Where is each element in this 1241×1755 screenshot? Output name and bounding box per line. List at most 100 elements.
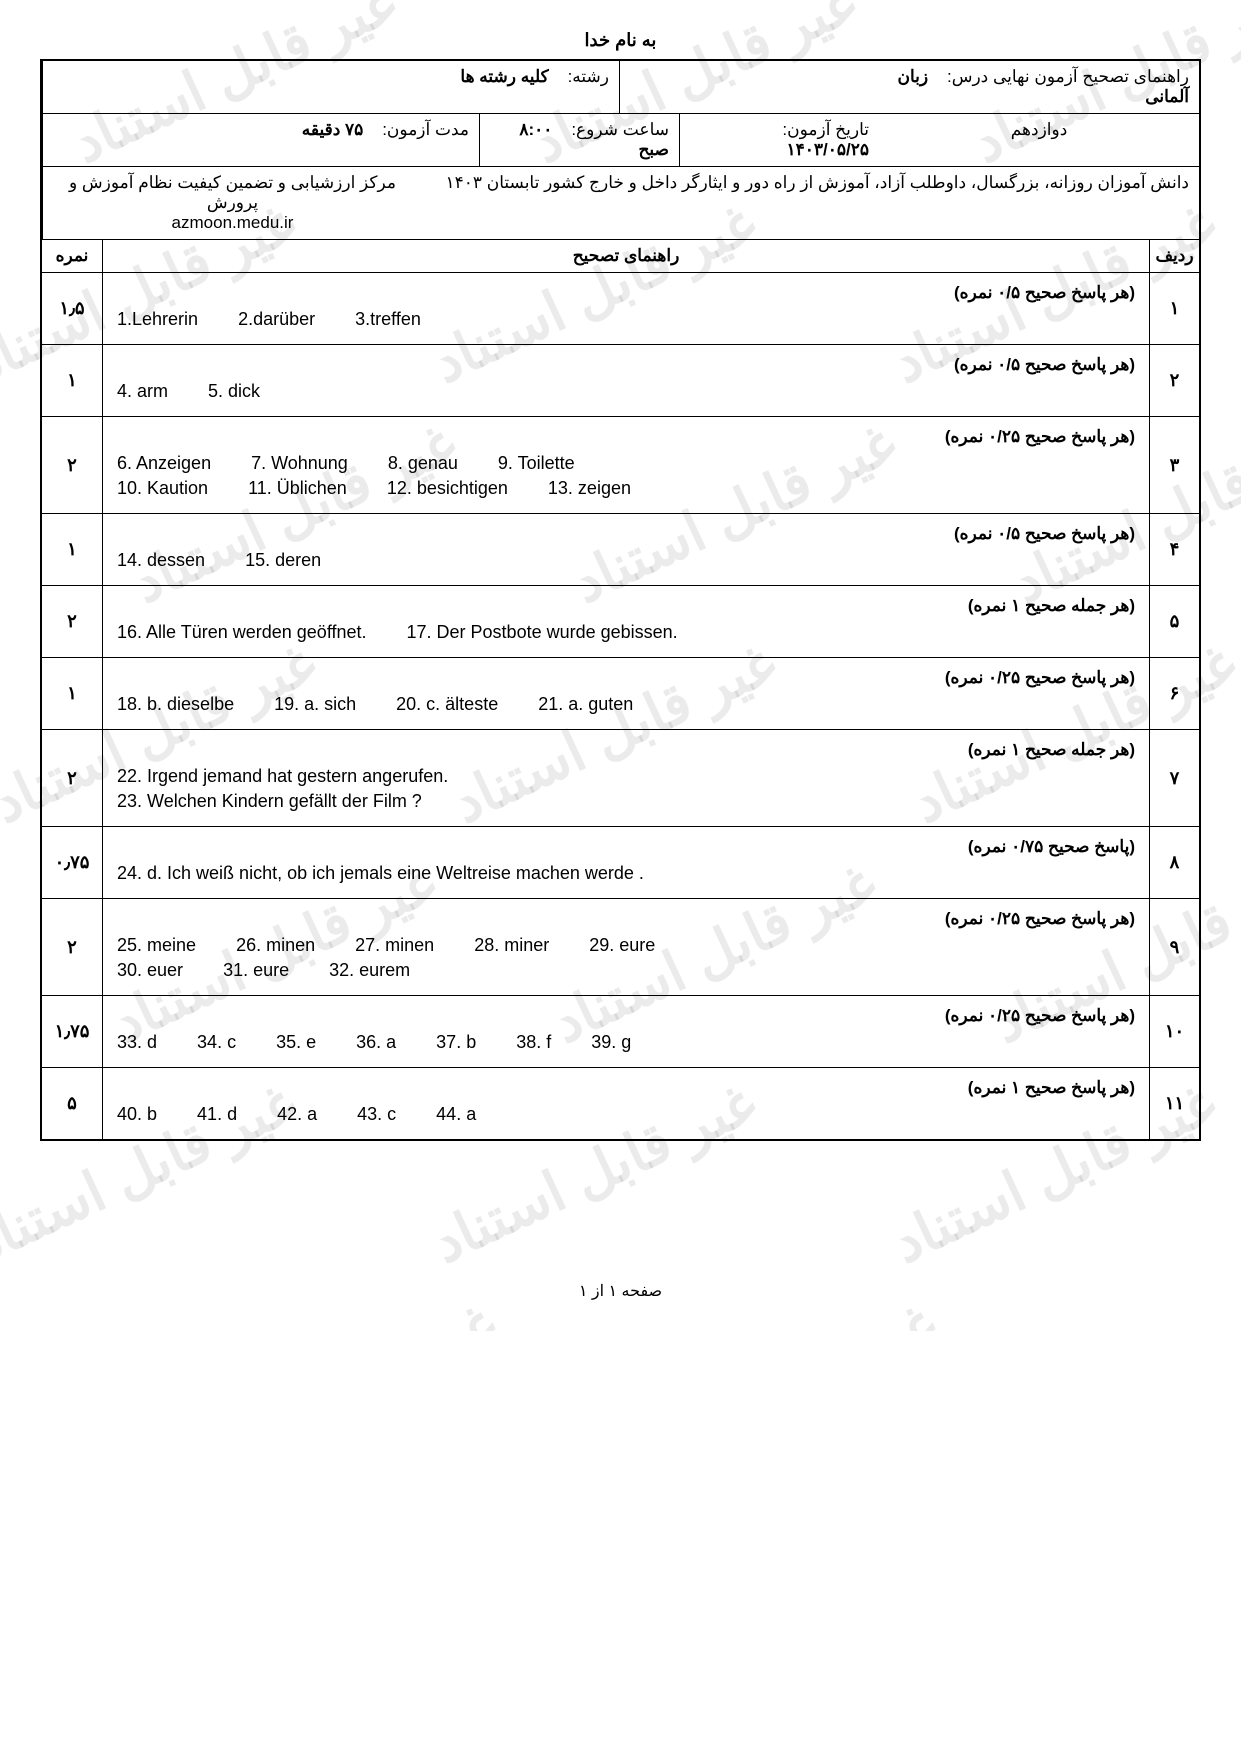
answer-item: 13. zeigen <box>548 478 631 499</box>
answer-item: 35. e <box>276 1032 316 1053</box>
row-score: ۲ <box>42 730 102 826</box>
answer-line: 10. Kaution11. Üblichen12. besichtigen13… <box>117 478 1135 499</box>
row-score: ۵ <box>42 1068 102 1139</box>
scoring-note: (هر پاسخ صحیح ۰/۵ نمره) <box>117 524 1135 544</box>
answer-item: 4. arm <box>117 381 168 402</box>
scoring-note: (هر پاسخ صحیح ۰/۲۵ نمره) <box>117 668 1135 688</box>
answer-item: 42. a <box>277 1104 317 1125</box>
answer-line: 33. d34. c35. e36. a37. b38. f39. g <box>117 1032 1135 1053</box>
answer-line: 1.Lehrerin2.darüber3.treffen <box>117 309 1135 330</box>
answer-item: 43. c <box>357 1104 396 1125</box>
time-label: ساعت شروع: <box>571 120 669 139</box>
row-score: ۲ <box>42 899 102 995</box>
col-score: نمره <box>42 240 102 272</box>
answer-line: 16. Alle Türen werden geöffnet. 17. Der P… <box>117 622 1135 643</box>
answer-item: 20. c. älteste <box>396 694 498 715</box>
header-row-1: راهنمای تصحیح آزمون نهایی درس: زبان آلما… <box>42 61 1199 114</box>
date-label: تاریخ آزمون: <box>782 120 869 139</box>
row-number: ۸ <box>1149 827 1199 898</box>
answer-item: 33. d <box>117 1032 157 1053</box>
row-guide: (هر پاسخ صحیح ۰/۵ نمره)4. arm5. dick <box>102 345 1149 416</box>
row-guide: (پاسخ صحیح ۰/۷۵ نمره)24. d. Ich weiß nic… <box>102 827 1149 898</box>
row-number: ۱۱ <box>1149 1068 1199 1139</box>
answer-line: 40. b41. d42. a43. c44. a <box>117 1104 1135 1125</box>
answer-item: 10. Kaution <box>117 478 208 499</box>
row-number: ۳ <box>1149 417 1199 513</box>
answer-item: 23. Welchen Kindern gefällt der Film ? <box>117 791 422 812</box>
answer-item: 36. a <box>356 1032 396 1053</box>
row-number: ۱۰ <box>1149 996 1199 1067</box>
row-guide: (هر پاسخ صحیح ۰/۵ نمره) 14. dessen15. der… <box>102 514 1149 585</box>
row-guide: (هر پاسخ صحیح ۰/۲۵ نمره)33. d34. c35. e3… <box>102 996 1149 1067</box>
answer-item: 5. dick <box>208 381 260 402</box>
header-row-3: دانش آموزان روزانه، بزرگسال، داوطلب آزاد… <box>42 167 1199 240</box>
answer-item: 44. a <box>436 1104 476 1125</box>
table-row: ۶ (هر پاسخ صحیح ۰/۲۵ نمره) 18. b. dieselbe… <box>42 658 1199 730</box>
scoring-note: (هر پاسخ صحیح ۱ نمره) <box>117 1078 1135 1098</box>
row-number: ۲ <box>1149 345 1199 416</box>
col-guide: راهنمای تصحیح <box>102 240 1149 272</box>
answer-item: 17. Der Postbote wurde gebissen. <box>407 622 678 643</box>
center-name: مرکز ارزشیابی و تضمین کیفیت نظام آموزش و… <box>53 173 412 213</box>
row-guide: (هر جمله صحیح ۱ نمره) 16. Alle Türen werd… <box>102 586 1149 657</box>
answer-line: 25. meine26. minen27. minen28. miner29. … <box>117 935 1135 956</box>
guide-label: راهنمای تصحیح آزمون نهایی درس: <box>947 67 1189 86</box>
answer-item: 7. Wohnung <box>251 453 348 474</box>
answer-item: 30. euer <box>117 960 183 981</box>
date-value: ۱۴۰۳/۰۵/۲۵ <box>787 140 870 159</box>
row-guide: (هر پاسخ صحیح ۰/۲۵ نمره)25. meine26. min… <box>102 899 1149 995</box>
grade: دوازدهم <box>1011 120 1068 139</box>
answer-line: 23. Welchen Kindern gefällt der Film ? <box>117 791 1135 812</box>
answer-item: 8. genau <box>388 453 458 474</box>
answer-item: 26. minen <box>236 935 315 956</box>
scoring-note: (هر پاسخ صحیح ۰/۲۵ نمره) <box>117 427 1135 447</box>
row-number: ۱ <box>1149 273 1199 344</box>
scoring-note: (هر پاسخ صحیح ۰/۲۵ نمره) <box>117 909 1135 929</box>
header-row-2: دوازدهم تاریخ آزمون: ۱۴۰۳/۰۵/۲۵ ساعت شرو… <box>42 114 1199 167</box>
bismillah: به نام خدا <box>40 30 1201 51</box>
row-number: ۵ <box>1149 586 1199 657</box>
answer-line: 14. dessen15. deren <box>117 550 1135 571</box>
row-guide: (هر پاسخ صحیح ۰/۵ نمره) 1.Lehrerin2.darüb… <box>102 273 1149 344</box>
table-row: ۷(هر جمله صحیح ۱ نمره)22. Irgend jemand … <box>42 730 1199 827</box>
row-score: ۱ <box>42 514 102 585</box>
table-head: ردیف راهنمای تصحیح نمره <box>42 240 1199 273</box>
answer-item: 11. Üblichen <box>248 478 347 499</box>
table-row: ۱۰(هر پاسخ صحیح ۰/۲۵ نمره)33. d34. c35. … <box>42 996 1199 1068</box>
answer-item: 16. Alle Türen werden geöffnet. <box>117 622 367 643</box>
answer-item: 37. b <box>436 1032 476 1053</box>
answer-item: 14. dessen <box>117 550 205 571</box>
answer-item: 9. Toilette <box>498 453 575 474</box>
table-row: ۲(هر پاسخ صحیح ۰/۵ نمره)4. arm5. dick۱ <box>42 345 1199 417</box>
answer-item: 38. f <box>516 1032 551 1053</box>
row-score: ۱ <box>42 345 102 416</box>
answer-item: 21. a. guten <box>538 694 633 715</box>
row-number: ۶ <box>1149 658 1199 729</box>
row-score: ۲ <box>42 586 102 657</box>
answer-line: 18. b. dieselbe 19. a. sich 20. c. älteste… <box>117 694 1135 715</box>
field-label: رشته: <box>568 67 609 86</box>
answer-line: 24. d. Ich weiß nicht, ob ich jemals ein… <box>117 863 1135 884</box>
students-desc: دانش آموزان روزانه، بزرگسال، داوطلب آزاد… <box>422 167 1199 239</box>
table-body: ۱ (هر پاسخ صحیح ۰/۵ نمره) 1.Lehrerin2.darü… <box>42 273 1199 1139</box>
row-number: ۹ <box>1149 899 1199 995</box>
row-score: ۱٫۷۵ <box>42 996 102 1067</box>
table-row: ۳(هر پاسخ صحیح ۰/۲۵ نمره)6. Anzeigen7. W… <box>42 417 1199 514</box>
table-row: ۱۱(هر پاسخ صحیح ۱ نمره)40. b41. d42. a43… <box>42 1068 1199 1139</box>
row-number: ۴ <box>1149 514 1199 585</box>
table-row: ۸(پاسخ صحیح ۰/۷۵ نمره)24. d. Ich weiß ni… <box>42 827 1199 899</box>
table-row: ۹(هر پاسخ صحیح ۰/۲۵ نمره)25. meine26. mi… <box>42 899 1199 996</box>
answer-item: 18. b. dieselbe <box>117 694 234 715</box>
answer-item: 41. d <box>197 1104 237 1125</box>
answer-item: 27. minen <box>355 935 434 956</box>
scoring-note: (هر جمله صحیح ۱ نمره) <box>117 596 1135 616</box>
answer-item: 31. eure <box>223 960 289 981</box>
answer-line: 22. Irgend jemand hat gestern angerufen. <box>117 766 1135 787</box>
answer-item: 3.treffen <box>355 309 421 330</box>
scoring-note: (هر پاسخ صحیح ۰/۵ نمره) <box>117 283 1135 303</box>
answer-line: 30. euer31. eure32. eurem <box>117 960 1135 981</box>
row-number: ۷ <box>1149 730 1199 826</box>
answer-item: 34. c <box>197 1032 236 1053</box>
answer-item: 19. a. sich <box>274 694 356 715</box>
col-row: ردیف <box>1149 240 1199 272</box>
